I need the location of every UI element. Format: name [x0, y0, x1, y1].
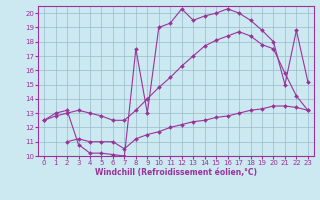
X-axis label: Windchill (Refroidissement éolien,°C): Windchill (Refroidissement éolien,°C) — [95, 168, 257, 177]
